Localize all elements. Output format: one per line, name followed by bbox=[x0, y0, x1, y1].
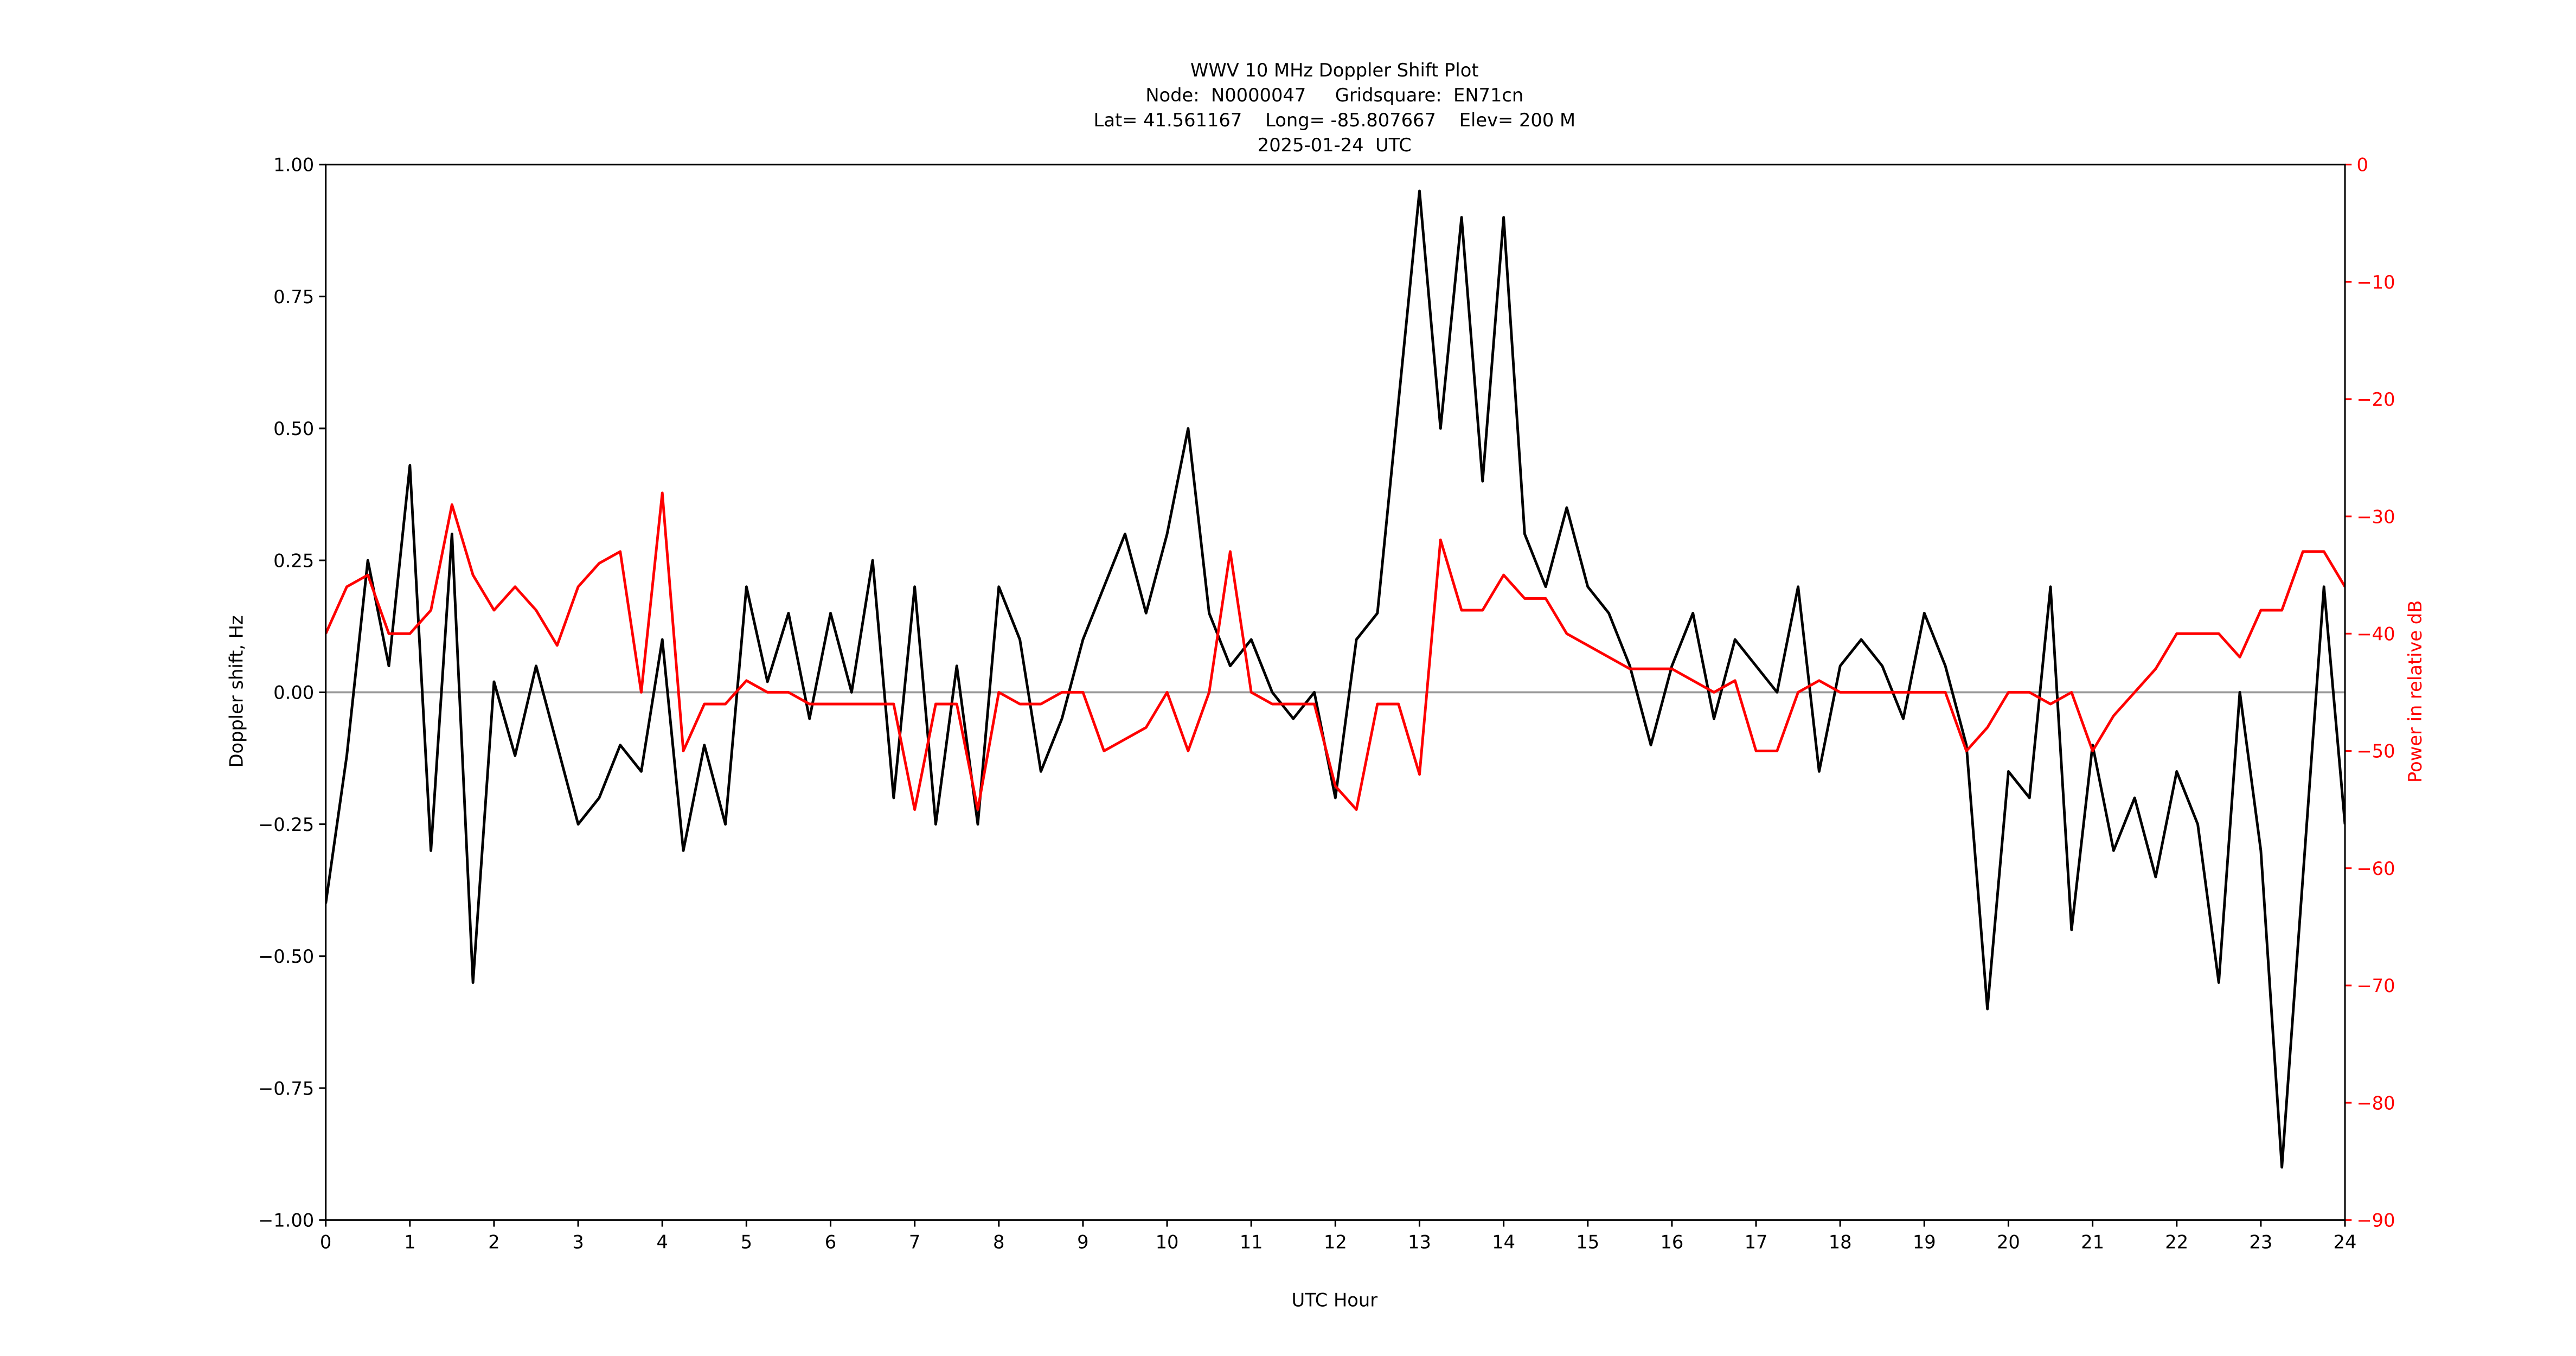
y2-tick-label: −70 bbox=[2356, 975, 2395, 996]
x-tick-label: 20 bbox=[1997, 1231, 2020, 1252]
x-tick-label: 24 bbox=[2334, 1231, 2357, 1252]
y2-tick-label: −40 bbox=[2356, 624, 2395, 645]
x-tick-label: 4 bbox=[657, 1231, 668, 1252]
y-tick-label: −0.75 bbox=[258, 1078, 314, 1099]
x-tick-label: 21 bbox=[2081, 1231, 2104, 1252]
chart-title: Lat= 41.561167 Long= -85.807667 Elev= 20… bbox=[1094, 110, 1575, 131]
x-tick-label: 12 bbox=[1324, 1231, 1347, 1252]
x-tick-label: 0 bbox=[320, 1231, 331, 1252]
y-tick-label: 0.50 bbox=[273, 418, 314, 439]
y-tick-label: 0.00 bbox=[273, 682, 314, 703]
plot-frame bbox=[325, 163, 2346, 1221]
x-tick-label: 1 bbox=[404, 1231, 415, 1252]
x-tick-label: 14 bbox=[1492, 1231, 1515, 1252]
y2-tick-label: −20 bbox=[2356, 389, 2395, 410]
x-tick-label: 22 bbox=[2165, 1231, 2188, 1252]
x-tick-label: 13 bbox=[1408, 1231, 1431, 1252]
x-tick-label: 6 bbox=[825, 1231, 836, 1252]
x-tick-label: 15 bbox=[1576, 1231, 1599, 1252]
x-tick-label: 17 bbox=[1745, 1231, 1768, 1252]
y-tick-label: −0.25 bbox=[258, 814, 314, 835]
x-tick-label: 5 bbox=[741, 1231, 752, 1252]
y2-tick-label: −50 bbox=[2356, 741, 2395, 762]
x-tick-label: 8 bbox=[993, 1231, 1004, 1252]
y-tick-label: −1.00 bbox=[258, 1210, 314, 1231]
x-tick-label: 19 bbox=[1913, 1231, 1936, 1252]
x-axis-label: UTC Hour bbox=[1291, 1290, 1377, 1311]
series-line bbox=[325, 189, 2346, 1169]
y2-tick-label: −60 bbox=[2356, 858, 2395, 879]
series-line bbox=[325, 491, 2346, 811]
x-tick-label: 23 bbox=[2249, 1231, 2272, 1252]
x-tick-label: 10 bbox=[1156, 1231, 1179, 1252]
x-tick-label: 2 bbox=[488, 1231, 499, 1252]
y2-axis-label: Power in relative dB bbox=[2405, 600, 2426, 783]
y2-tick-label: −10 bbox=[2356, 272, 2395, 293]
y2-tick-label: −90 bbox=[2356, 1210, 2395, 1231]
chart-title: WWV 10 MHz Doppler Shift Plot bbox=[1190, 60, 1478, 81]
y-tick-label: 1.00 bbox=[273, 155, 314, 176]
y2-tick-label: −30 bbox=[2356, 506, 2395, 527]
y-axis-label: Doppler shift, Hz bbox=[226, 615, 247, 767]
x-tick-label: 3 bbox=[572, 1231, 584, 1252]
x-tick-label: 7 bbox=[909, 1231, 920, 1252]
y-tick-label: −0.50 bbox=[258, 946, 314, 967]
x-tick-label: 16 bbox=[1660, 1231, 1683, 1252]
y-tick-label: 0.25 bbox=[273, 550, 314, 571]
y-tick-label: 0.75 bbox=[273, 286, 314, 308]
y2-tick-label: 0 bbox=[2356, 155, 2368, 176]
x-tick-label: 11 bbox=[1240, 1231, 1263, 1252]
x-tick-label: 9 bbox=[1077, 1231, 1088, 1252]
chart-title: Node: N0000047 Gridsquare: EN71cn bbox=[1145, 85, 1523, 106]
chart-title: 2025-01-24 UTC bbox=[1258, 135, 1412, 156]
y2-tick-label: −80 bbox=[2356, 1092, 2395, 1114]
x-tick-label: 18 bbox=[1829, 1231, 1852, 1252]
